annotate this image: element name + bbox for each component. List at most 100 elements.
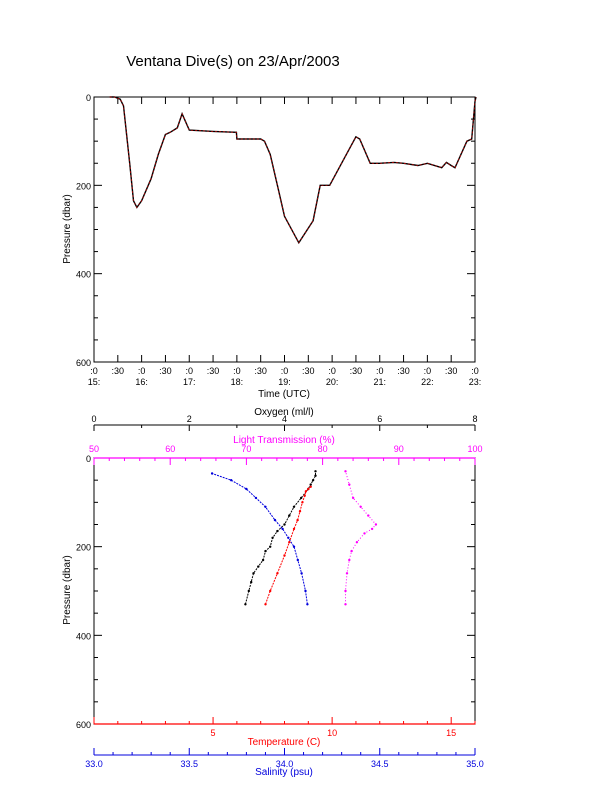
temperature-point [307, 487, 310, 491]
oxygen-point [244, 603, 247, 606]
profile-traces [210, 470, 378, 606]
dive-x-tick-label: :30 [350, 366, 363, 376]
dive-y-axis-label: Pressure (dbar) [62, 194, 73, 263]
oxygen-point [292, 505, 296, 508]
oxygen-point [269, 545, 272, 548]
oxygen-axis-label: Oxygen (ml/l) [254, 407, 313, 418]
temperature-profile [265, 486, 312, 605]
dive-x-axis: :015::30:016::30:017::30:018::30:019::30… [88, 97, 482, 387]
oxygen-point [261, 558, 265, 562]
temperature-axis-label: Temperature (C) [248, 737, 321, 748]
light-point [348, 483, 351, 486]
salinity-tick-label: 33.0 [85, 759, 103, 769]
dive-x-tick-hour: 17: [183, 377, 196, 387]
profile-y-tick-label: 400 [76, 631, 91, 641]
light-point [344, 589, 347, 593]
dive-x-axis-label: Time (UTC) [258, 389, 310, 400]
light-axis-label: Light Transmission (%) [233, 435, 335, 446]
temperature-point [301, 501, 304, 504]
salinity-axis: 33.0 33.5 34.0 34.5 35.0 [85, 748, 484, 769]
salinity-point [210, 472, 214, 475]
oxygen-tick-label: 6 [377, 414, 382, 424]
temperature-axis: 5 10 15 [93, 717, 476, 738]
oxygen-point [283, 523, 286, 526]
dive-x-tick-label: :0 [90, 366, 98, 376]
oxygen-point [257, 565, 260, 568]
temperature-tick-label: 15 [446, 728, 456, 738]
salinity-profile [211, 473, 308, 605]
salinity-point [254, 496, 258, 500]
dive-x-tick-label: :0 [376, 366, 384, 376]
light-point [348, 558, 351, 562]
light-tick-label: 50 [89, 444, 99, 454]
light-point [367, 514, 370, 517]
temperature-tick-label: 5 [211, 728, 216, 738]
light-tick-label: 100 [467, 444, 482, 454]
salinity-point [287, 536, 290, 539]
temperature-point [292, 527, 296, 531]
dive-trace-red-overlay [109, 96, 477, 244]
oxygen-point [309, 483, 312, 486]
dive-trace [109, 96, 477, 245]
light-point [355, 541, 359, 544]
oxygen-point [250, 580, 253, 584]
oxygen-point [271, 536, 274, 539]
light-tick-label: 70 [241, 444, 251, 454]
dive-x-tick-label: :0 [471, 366, 479, 376]
oxygen-tick-label: 2 [187, 414, 192, 424]
light-tick-label: 90 [394, 444, 404, 454]
light-point [350, 549, 353, 553]
salinity-point [300, 572, 303, 575]
salinity-point [306, 603, 309, 606]
light-profile [345, 471, 377, 605]
light-point [370, 527, 374, 531]
temperature-point [276, 572, 279, 575]
dive-x-tick-label: :30 [445, 366, 458, 376]
temperature-point [298, 510, 302, 513]
salinity-point [245, 487, 248, 491]
dive-x-tick-label: :0 [281, 366, 289, 376]
salinity-point [292, 545, 296, 548]
dive-x-tick-hour: 23: [469, 377, 482, 387]
salinity-tick-label: 34.0 [276, 759, 294, 769]
oxygen-point [300, 496, 303, 500]
profile-plot-frame [93, 457, 476, 725]
oxygen-tick-label: 4 [282, 414, 287, 424]
dive-y-tick-label: 600 [76, 358, 91, 368]
temperature-point [288, 541, 291, 544]
light-point [345, 572, 349, 575]
temperature-point [309, 485, 312, 488]
temperature-point [283, 554, 286, 557]
dive-x-tick-hour: 19: [278, 377, 291, 387]
dive-x-tick-label: :30 [112, 366, 125, 376]
light-transmission-axis: 50 60 70 80 90 100 [89, 444, 483, 465]
oxygen-point [311, 479, 315, 482]
dive-x-tick-label: :0 [328, 366, 336, 376]
light-point [374, 523, 378, 526]
oxygen-tick-label: 0 [91, 414, 96, 424]
dive-x-tick-label: :30 [254, 366, 267, 376]
dive-x-tick-label: :30 [207, 366, 220, 376]
profile-y-tick-label: 600 [76, 720, 91, 730]
dive-x-tick-label: :30 [302, 366, 315, 376]
light-point [351, 496, 355, 500]
temperature-point [264, 603, 267, 606]
oxygen-point [276, 529, 279, 533]
salinity-point [296, 558, 299, 562]
salinity-point [273, 518, 277, 522]
dive-x-tick-hour: 20: [326, 377, 339, 387]
dive-x-tick-label: :30 [159, 366, 172, 376]
dive-x-tick-label: :0 [424, 366, 432, 376]
oxygen-point [247, 589, 250, 593]
salinity-axis-label: Salinity (psu) [255, 767, 313, 778]
salinity-tick-label: 35.0 [466, 759, 484, 769]
salinity-point [281, 527, 284, 531]
temperature-point [303, 494, 306, 497]
oxygen-axis: 0 2 4 6 8 [91, 414, 478, 431]
salinity-point [230, 479, 233, 482]
dive-x-tick-hour: 18: [231, 377, 244, 387]
temperature-point [269, 589, 272, 593]
dive-x-tick-label: :0 [233, 366, 241, 376]
light-point [363, 532, 366, 535]
